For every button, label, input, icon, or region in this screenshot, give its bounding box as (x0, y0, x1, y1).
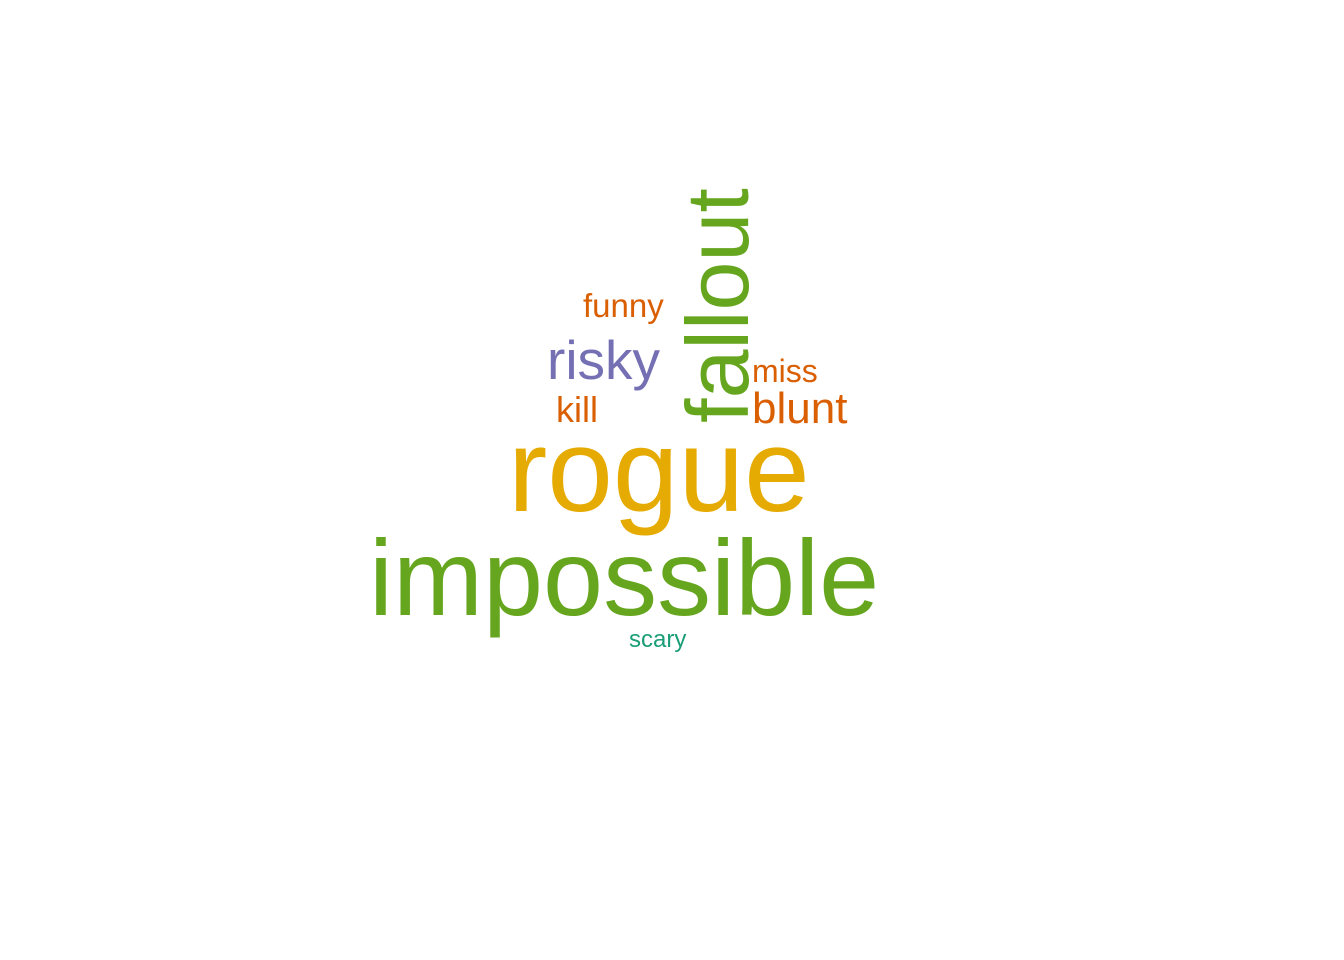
word-blunt: blunt (752, 384, 848, 433)
word-miss: miss (752, 353, 818, 389)
word-kill: kill (556, 389, 598, 430)
word-risky: risky (547, 329, 661, 391)
word-funny: funny (583, 287, 664, 324)
word-scary: scary (629, 626, 687, 653)
word-fallout: fallout (668, 188, 767, 423)
word-impossible: impossible (369, 517, 880, 638)
word-rogue: rogue (508, 405, 810, 537)
